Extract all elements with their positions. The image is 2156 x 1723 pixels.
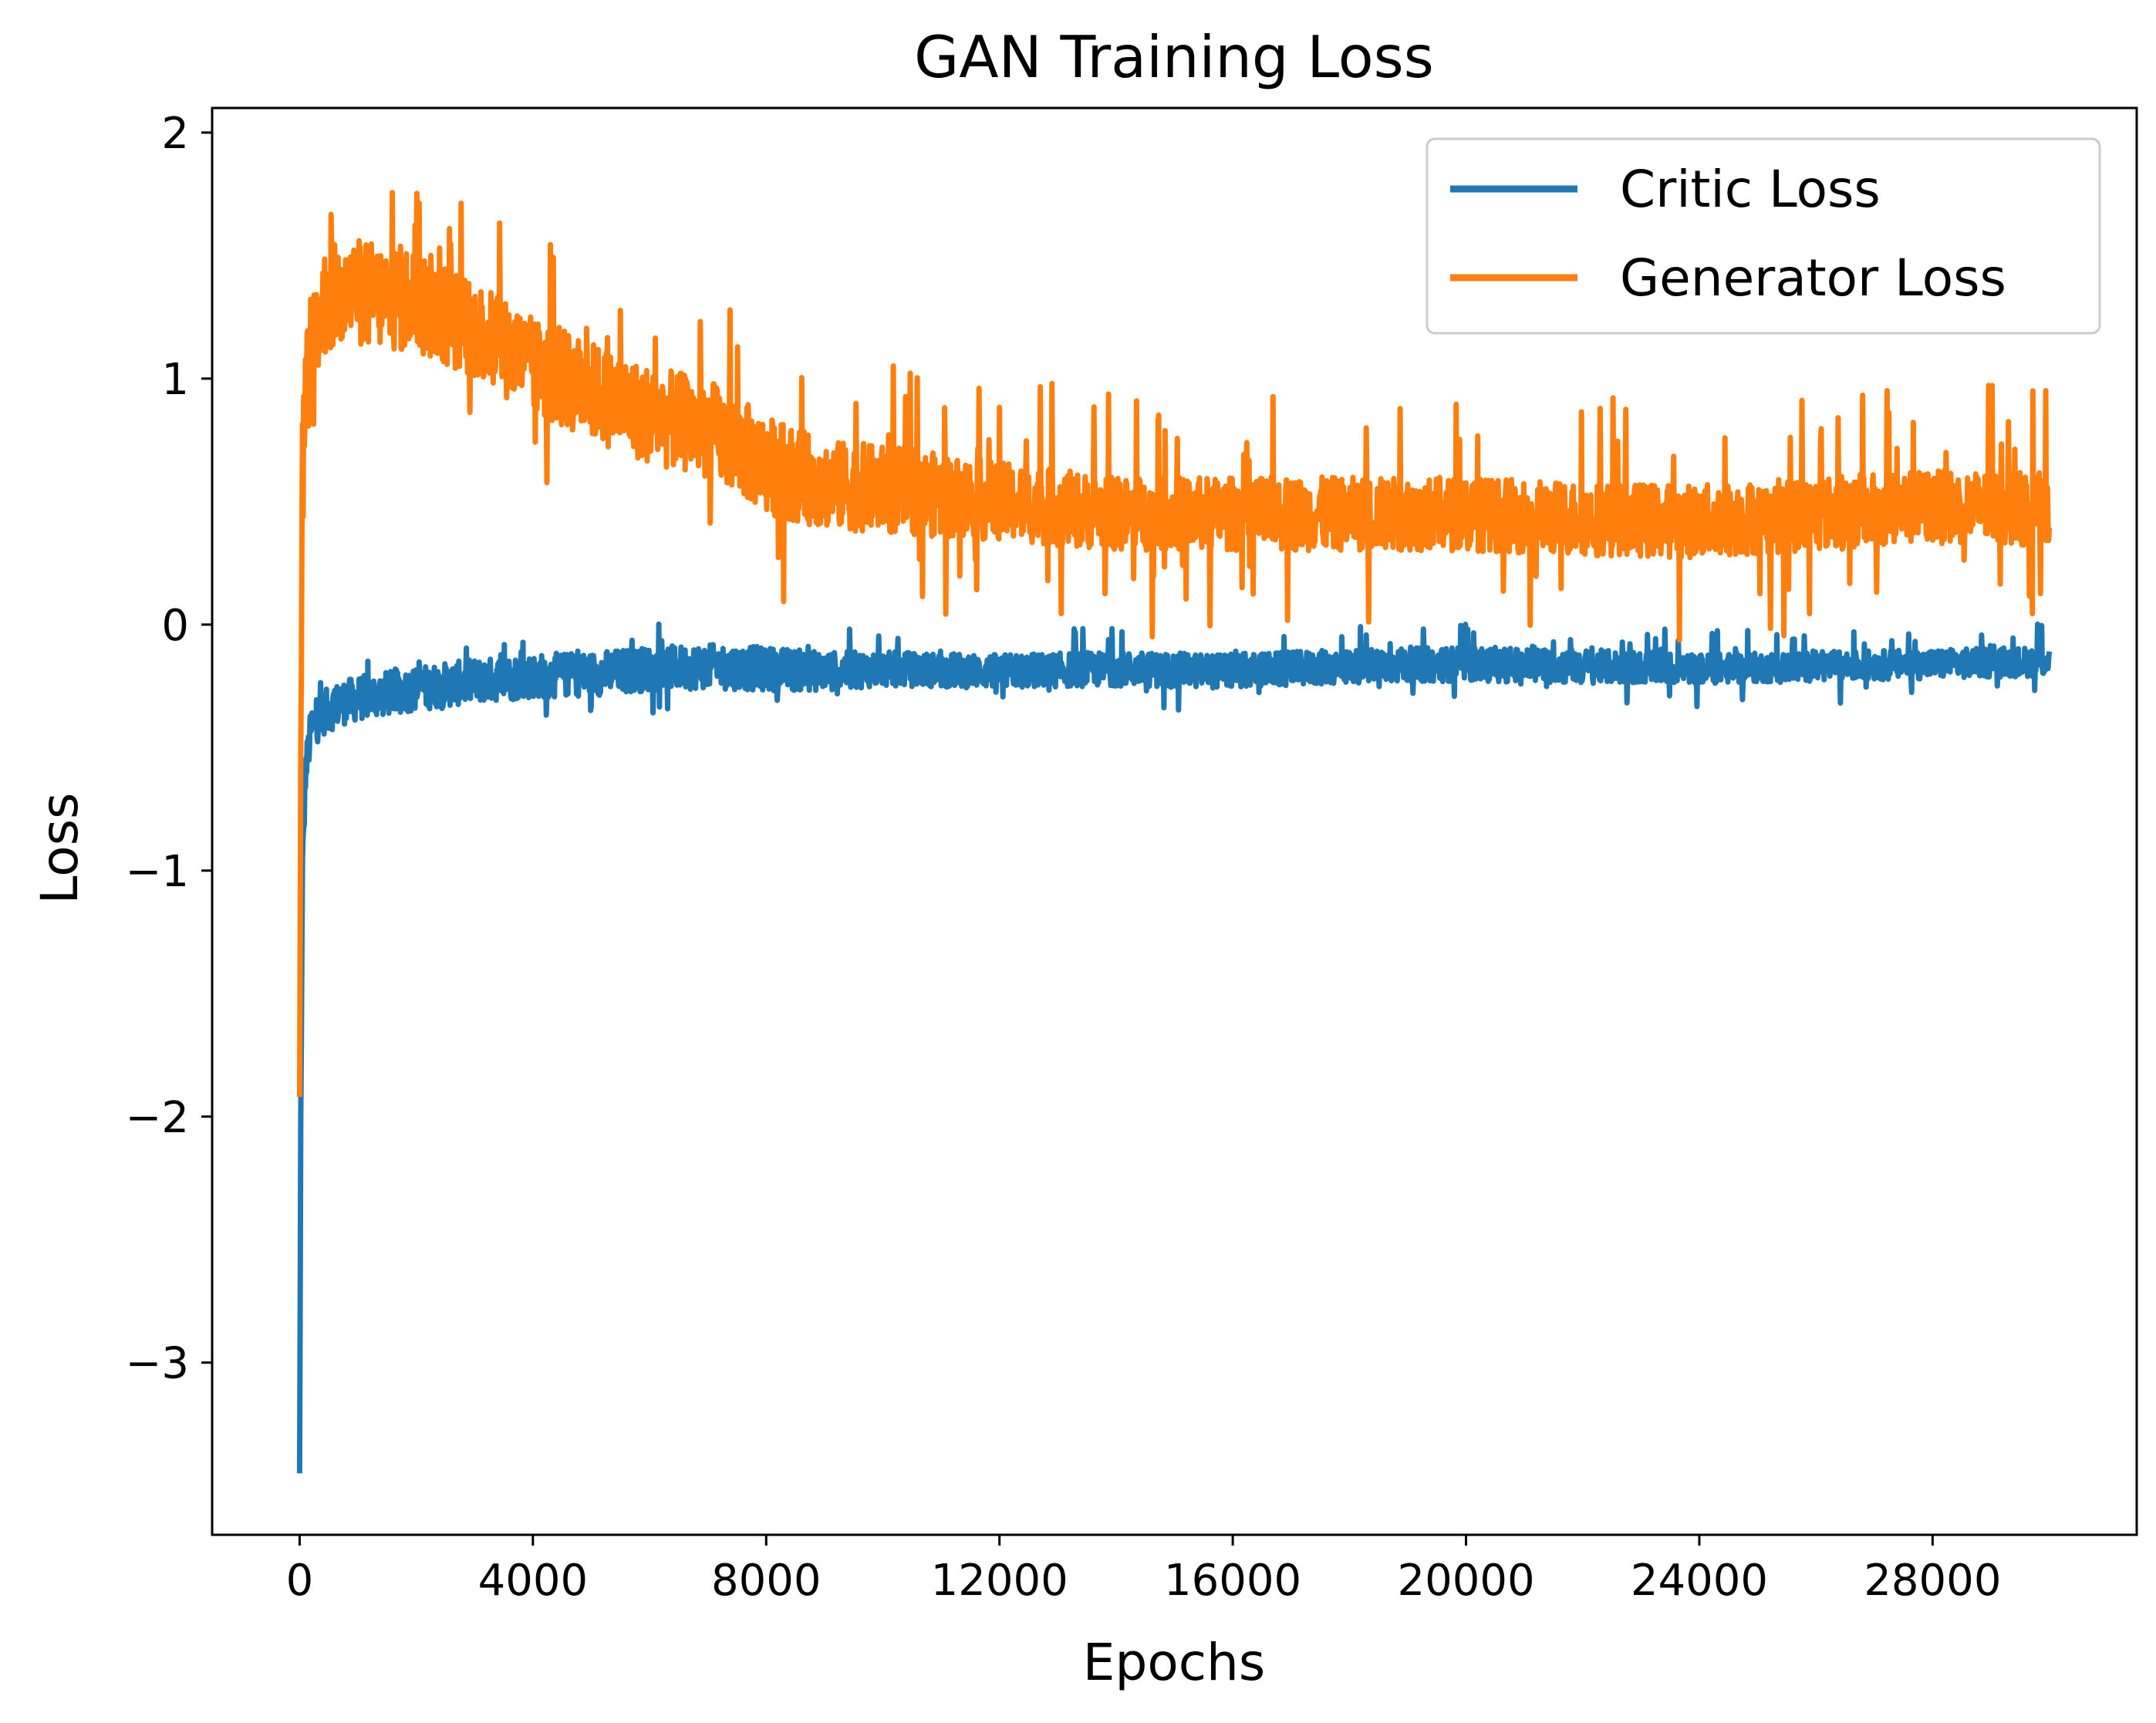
series-layer [296,190,2053,1474]
y-tick-label: −3 [125,1339,189,1389]
axes-layer: 0 4000 8000 12000 16000 20000 24000 28000 −3 −2 −1… [125,106,2138,1606]
x-tick-label: 4000 [478,1556,589,1606]
series-line-critic-loss [296,621,2053,1474]
plot-frame [211,106,2138,1536]
y-tick-label: 2 [161,109,189,159]
x-tick-label: 16000 [1164,1556,1301,1606]
series-line-generator-loss [296,190,2053,1098]
x-tick-label: 0 [286,1556,314,1606]
legend-label-generator-loss: Generator Loss [1620,248,2006,308]
x-axis-label: Epochs [1083,1633,1265,1692]
x-tick-label: 28000 [1864,1556,2001,1606]
x-tick-label: 8000 [711,1556,822,1606]
legend: Critic Loss Generator Loss [1426,137,2101,335]
x-tick-label: 20000 [1397,1556,1534,1606]
y-axis-label: Loss [30,793,89,905]
y-tick-label: 0 [161,601,189,651]
y-tick-label: −1 [125,847,189,897]
legend-label-critic-loss: Critic Loss [1620,160,1881,219]
x-tick-label: 24000 [1631,1556,1768,1606]
x-tick-label: 12000 [931,1556,1068,1606]
chart-title: GAN Training Loss [914,23,1434,91]
y-tick-label: 1 [161,355,189,405]
y-tick-label: −2 [125,1093,189,1143]
legend-frame [1426,137,2101,335]
